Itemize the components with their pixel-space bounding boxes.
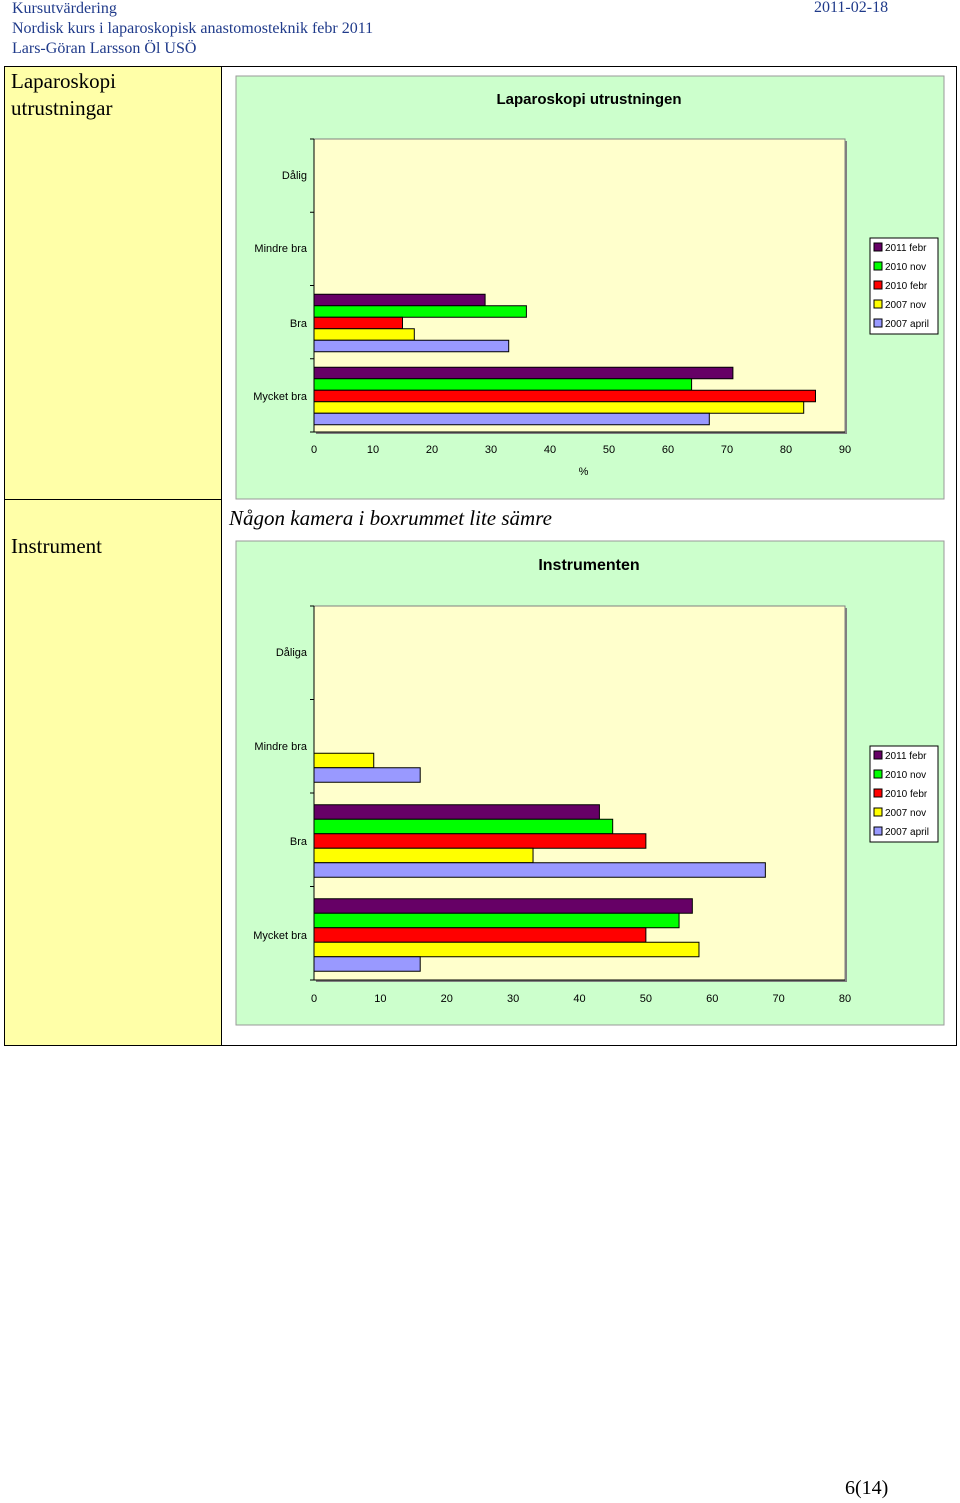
legend-label: 2011 febr <box>885 751 927 762</box>
bar <box>313 366 734 380</box>
x-tick-label: 60 <box>706 993 718 1005</box>
category-label: Mycket bra <box>253 391 308 403</box>
legend-label: 2010 nov <box>885 262 926 273</box>
x-tick-label: 10 <box>374 993 386 1005</box>
chart-2 <box>235 540 945 1026</box>
bar <box>313 752 375 769</box>
bar <box>313 339 510 353</box>
label-column <box>4 66 222 1046</box>
legend-swatch <box>873 769 883 779</box>
legend-swatch <box>873 242 883 252</box>
bar <box>313 804 600 820</box>
legend-label: 2010 febr <box>885 281 928 292</box>
x-tick-label: 0 <box>311 993 317 1005</box>
legend-label: 2007 nov <box>885 300 926 311</box>
header-course-name: Nordisk kurs i laparoskopisk anastomoste… <box>12 20 374 37</box>
section-label-equipment: Laparoskopi utrustningar <box>11 69 116 120</box>
bar <box>313 941 700 958</box>
x-tick-label: 50 <box>640 993 652 1005</box>
x-tick-label: 30 <box>507 993 519 1005</box>
page-number: 6(14) <box>845 1477 889 1499</box>
x-tick-label: 80 <box>780 444 792 456</box>
legend-label: 2007 april <box>885 827 929 838</box>
legend-swatch <box>873 750 883 760</box>
header-course-evaluation: Kursutvärdering <box>12 0 117 17</box>
bar <box>313 305 527 318</box>
x-tick-label: 30 <box>485 444 497 456</box>
x-tick-label: 10 <box>367 444 379 456</box>
legend-label: 2011 febr <box>885 243 927 254</box>
category-label: Dålig <box>282 170 307 182</box>
bar <box>313 389 816 403</box>
row-divider <box>4 499 222 500</box>
x-tick-label: 40 <box>544 444 556 456</box>
bar <box>313 818 614 835</box>
comment-text: Någon kamera i boxrummet lite sämre <box>229 506 552 530</box>
x-tick-label: 90 <box>839 444 851 456</box>
bar <box>313 767 421 783</box>
x-tick-label: 20 <box>441 993 453 1005</box>
bar <box>313 293 486 307</box>
bar <box>313 912 680 929</box>
header-author: Lars-Göran Larsson Öl USÖ <box>12 40 197 57</box>
legend-label: 2007 nov <box>885 808 926 819</box>
legend-swatch <box>873 280 883 290</box>
legend-label: 2007 april <box>885 319 929 330</box>
bar <box>313 956 421 972</box>
x-tick-label: 0 <box>311 444 317 456</box>
x-tick-label: 70 <box>721 444 733 456</box>
category-label: Mycket bra <box>253 930 308 942</box>
x-tick-label: 20 <box>426 444 438 456</box>
legend-label: 2010 nov <box>885 770 926 781</box>
bar <box>313 847 534 864</box>
legend-swatch <box>873 261 883 271</box>
legend-label: 2010 febr <box>885 789 928 800</box>
bar <box>313 378 693 391</box>
bar <box>313 401 805 414</box>
category-label: Bra <box>290 318 308 330</box>
legend-swatch <box>873 807 883 817</box>
legend-swatch <box>873 299 883 309</box>
chart-1 <box>235 75 945 500</box>
legend-swatch <box>873 826 883 836</box>
x-tick-label: 60 <box>662 444 674 456</box>
bar <box>313 927 647 943</box>
chart-title: Laparoskopi utrustningen <box>496 91 681 108</box>
legend-swatch <box>873 318 883 328</box>
category-label: Bra <box>290 836 308 848</box>
x-axis-label: % <box>579 466 589 478</box>
x-tick-label: 70 <box>773 993 785 1005</box>
bar <box>313 898 693 914</box>
chart-title: Instrumenten <box>538 557 639 574</box>
legend-swatch <box>873 788 883 798</box>
bar <box>313 316 403 330</box>
header-date: 2011-02-18 <box>814 0 889 16</box>
category-label: Dåliga <box>276 647 308 659</box>
bar <box>313 328 415 341</box>
category-label: Mindre bra <box>254 243 307 255</box>
category-label: Mindre bra <box>254 741 307 753</box>
bar <box>313 412 710 426</box>
x-tick-label: 50 <box>603 444 615 456</box>
bar <box>313 862 766 878</box>
x-tick-label: 80 <box>839 993 851 1005</box>
x-tick-label: 40 <box>573 993 585 1005</box>
bar <box>313 833 647 849</box>
section-label-instrument: Instrument <box>11 534 102 558</box>
